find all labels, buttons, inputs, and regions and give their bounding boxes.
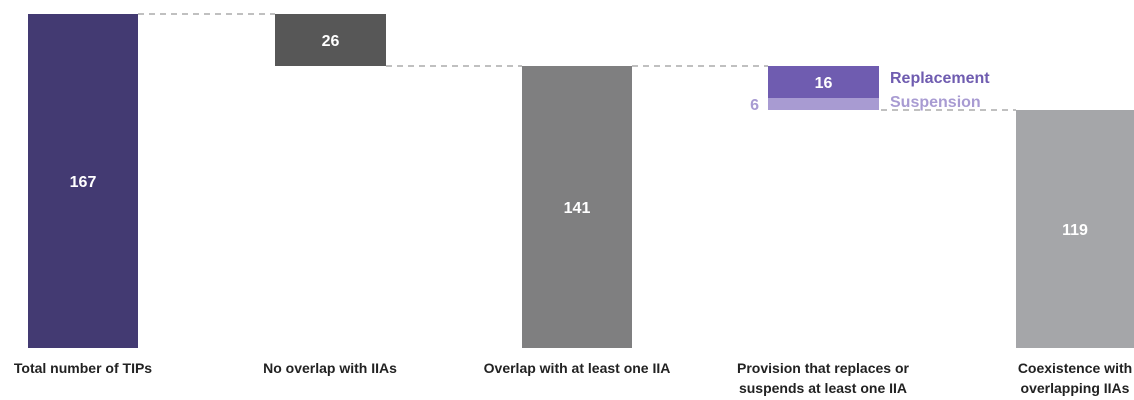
connector-lines <box>138 13 1016 111</box>
value-labels: 167 26 141 16 119 6 Replacement Suspension <box>70 33 1088 239</box>
category-labels: Total number of TIPs No overlap with IIAs… <box>14 360 1132 396</box>
value-label-total: 167 <box>70 174 97 191</box>
bar-total-tips <box>28 14 138 348</box>
value-label-overlap: 141 <box>564 200 591 217</box>
stack-label-replacement: Replacement <box>890 70 990 87</box>
value-label-coexistence: 119 <box>1062 222 1088 239</box>
category-label-3: Overlap with at least one IIA <box>484 360 671 376</box>
value-label-replacement: 16 <box>815 75 833 92</box>
stack-label-suspension: Suspension <box>890 94 981 111</box>
value-label-suspension: 6 <box>750 97 759 114</box>
bar-no-overlap <box>275 14 386 66</box>
bar-replacement <box>768 66 879 98</box>
bars <box>28 14 1134 348</box>
value-label-no-overlap: 26 <box>322 33 340 50</box>
category-label-2: No overlap with IIAs <box>263 360 397 376</box>
category-label-1: Total number of TIPs <box>14 360 152 376</box>
bar-suspension <box>768 98 879 110</box>
bar-overlap <box>522 66 632 348</box>
bar-coexistence <box>1016 110 1134 348</box>
category-label-5: Coexistence with overlapping IIAs <box>1018 360 1132 396</box>
category-label-4: Provision that replaces or suspends at le… <box>737 360 909 396</box>
